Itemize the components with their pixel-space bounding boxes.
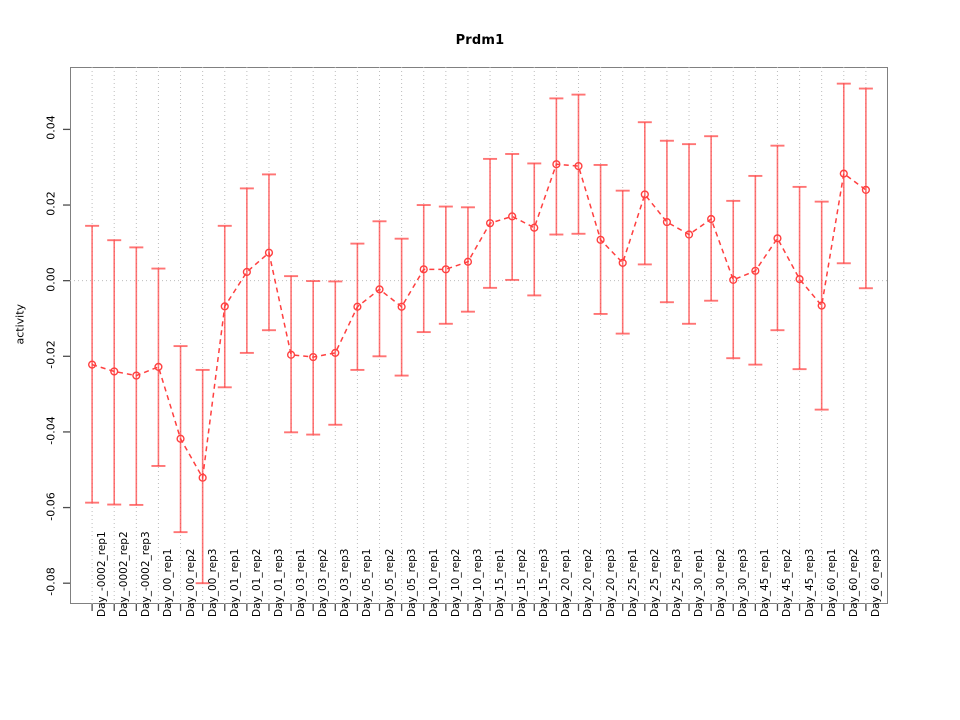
x-tick-label: Day_25_rep3 [670, 548, 683, 618]
x-tick-label: Day_03_rep3 [339, 548, 352, 618]
error-bars-group [85, 82, 873, 585]
x-tick-label: Day_03_rep2 [317, 548, 330, 618]
y-tick-label: -0.08 [44, 567, 58, 596]
x-tick-label: Day_30_rep3 [737, 548, 750, 618]
data-points-group [88, 160, 870, 482]
x-tick-label: Day_60_rep2 [847, 548, 860, 618]
x-tick-label: Day_00_rep1 [162, 548, 175, 618]
x-tick-label: Day_15_rep2 [516, 548, 529, 618]
x-tick-label: Day_00_rep2 [184, 548, 197, 618]
y-tick-label: 0.02 [44, 191, 58, 216]
y-tick-label: 0.04 [44, 115, 58, 141]
y-tick-label: -0.02 [44, 340, 58, 370]
x-tick-label: Day_30_rep2 [715, 548, 728, 618]
x-tick-label: Day_25_rep1 [626, 548, 639, 618]
x-tick-label: Day_-0002_rep2 [118, 531, 131, 617]
gridlines-group [91, 67, 867, 604]
x-tick-label: Day_15_rep1 [494, 548, 507, 618]
x-tick-label: Day_01_rep3 [272, 548, 285, 618]
x-tick-label: Day_10_rep3 [471, 548, 484, 618]
x-tick-label: Day_05_rep3 [405, 548, 418, 618]
x-tick-label: Day_05_rep1 [361, 548, 374, 618]
x-tick-label: Day_00_rep3 [206, 548, 219, 618]
x-tick-label: Day_20_rep3 [604, 548, 617, 618]
x-tick-label: Day_30_rep1 [693, 548, 706, 618]
y-tick-label: -0.06 [44, 491, 58, 521]
x-tick-label: Day_10_rep1 [427, 548, 440, 618]
y-tick-label: 0.00 [44, 266, 58, 292]
x-tick-label: Day_15_rep3 [538, 548, 551, 618]
x-tick-label: Day_45_rep3 [803, 548, 816, 618]
x-tick-label: Day_20_rep2 [582, 548, 595, 618]
data-connector-line [91, 163, 867, 481]
x-tick-label: Day_03_rep1 [295, 548, 308, 618]
chart-title: Prdm1 [455, 33, 505, 48]
x-tick-label: Day_60_rep1 [825, 548, 838, 618]
x-tick-label: Day_45_rep1 [759, 548, 772, 618]
x-tick-label: Day_10_rep2 [449, 548, 462, 618]
y-tick-label: -0.04 [44, 416, 58, 445]
x-tick-label: Day_01_rep2 [250, 548, 263, 618]
x-tick-label: Day_25_rep2 [648, 548, 661, 618]
plot-area-border [70, 67, 888, 604]
x-tick-label: Day_20_rep1 [560, 548, 573, 618]
y-axis-group [63, 128, 70, 584]
x-tick-label: Day_01_rep1 [228, 548, 241, 618]
x-axis-group [91, 604, 867, 611]
x-tick-label: Day_45_rep2 [781, 548, 794, 618]
x-tick-label: Day_-0002_rep1 [96, 531, 109, 617]
x-tick-label: Day_60_rep3 [869, 548, 882, 618]
x-tick-label: Day_-0002_rep3 [140, 531, 153, 617]
x-tick-label: Day_05_rep2 [383, 548, 396, 618]
